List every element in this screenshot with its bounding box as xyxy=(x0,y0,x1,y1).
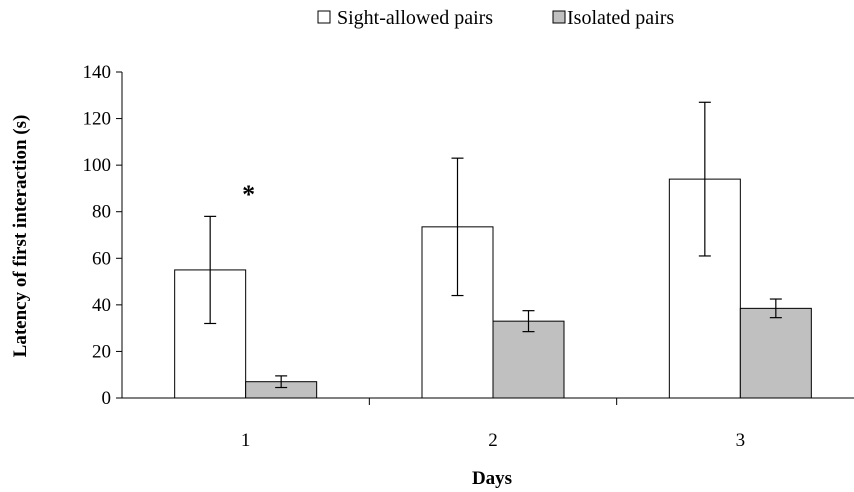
y-axis-title: Latency of first interaction (s) xyxy=(10,115,31,358)
x-axis-title: Days xyxy=(472,468,512,489)
y-tick-label: 40 xyxy=(92,295,111,316)
y-tick-label: 80 xyxy=(92,202,111,223)
y-tick-label: 100 xyxy=(83,155,112,176)
error-bars xyxy=(204,101,782,389)
x-axis-ticks: 1 2 3 xyxy=(241,398,746,451)
legend-label-isolated: Isolated pairs xyxy=(567,7,674,29)
legend: Sight-allowed pairs Isolated pairs xyxy=(317,7,674,29)
x-tick-label: 3 xyxy=(736,430,746,451)
y-axis-ticks: 0 20 40 60 80 100 120 140 xyxy=(83,62,122,409)
legend-label-sight-allowed: Sight-allowed pairs xyxy=(337,7,493,29)
bar-isolated-day-3 xyxy=(739,307,812,399)
y-tick-label: 60 xyxy=(92,248,111,269)
y-tick-label: 20 xyxy=(92,341,111,362)
legend-swatch-isolated xyxy=(552,10,566,24)
x-tick-label: 1 xyxy=(241,430,251,451)
significance-asterisk: * xyxy=(242,180,255,209)
y-tick-label: 0 xyxy=(102,388,112,409)
bar-isolated-day-2 xyxy=(492,320,565,399)
x-tick-label: 2 xyxy=(488,430,498,451)
y-tick-label: 140 xyxy=(83,62,112,83)
legend-swatch-sight-allowed xyxy=(317,10,331,24)
y-tick-label: 120 xyxy=(83,109,112,130)
bars xyxy=(174,178,812,399)
